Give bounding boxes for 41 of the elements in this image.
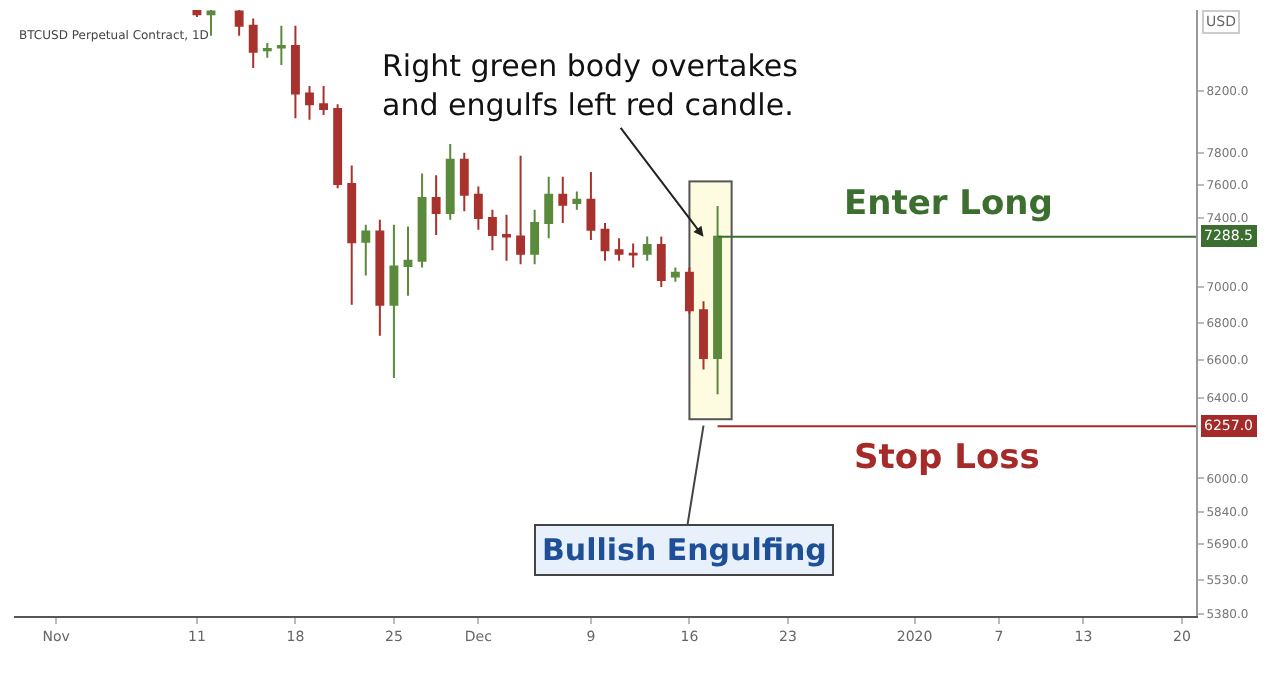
candlestick: [389, 223, 399, 379]
candlestick: [502, 213, 511, 262]
annotation: Bullish Engulfing: [542, 532, 827, 568]
candlestick: [290, 24, 300, 120]
candlestick: [276, 24, 286, 67]
candlestick: [192, 10, 202, 19]
candlestick: [516, 154, 526, 266]
candlestick: [487, 208, 497, 252]
candlestick: [614, 237, 624, 262]
candlestick: [347, 164, 357, 306]
candlestick: [305, 85, 314, 121]
ref-line-label: Enter Long: [844, 184, 1053, 224]
candlestick: [572, 190, 582, 211]
candlestick: [417, 172, 427, 269]
candlestick: [558, 175, 568, 225]
candlestick: [713, 204, 723, 396]
candlestick: [473, 185, 483, 231]
candlestick: [319, 85, 329, 117]
candlestick: [684, 266, 694, 315]
candlestick: [628, 242, 638, 269]
candlestick: [670, 266, 680, 283]
candlestick: [459, 151, 469, 213]
candlestick: [544, 175, 554, 240]
ref-line-label: Stop Loss: [854, 438, 1040, 478]
candlestick: [530, 208, 540, 266]
candlestick: [699, 300, 708, 371]
candlestick: [206, 10, 216, 37]
candlestick: [333, 103, 343, 190]
candlestick: [403, 225, 413, 297]
candlestick: [586, 170, 596, 241]
candlestick: [445, 142, 455, 221]
annotation: Right green body overtakes and engulfs left red candle.: [382, 48, 799, 123]
candlestick: [656, 235, 666, 288]
candlestick: [262, 42, 272, 59]
candlestick: [600, 222, 610, 262]
candlestick: [375, 218, 385, 337]
candlestick: [248, 17, 258, 70]
candlestick: [361, 223, 371, 277]
candlestick: [431, 174, 441, 236]
candlestick: [234, 10, 244, 37]
candlestick: [642, 235, 652, 262]
